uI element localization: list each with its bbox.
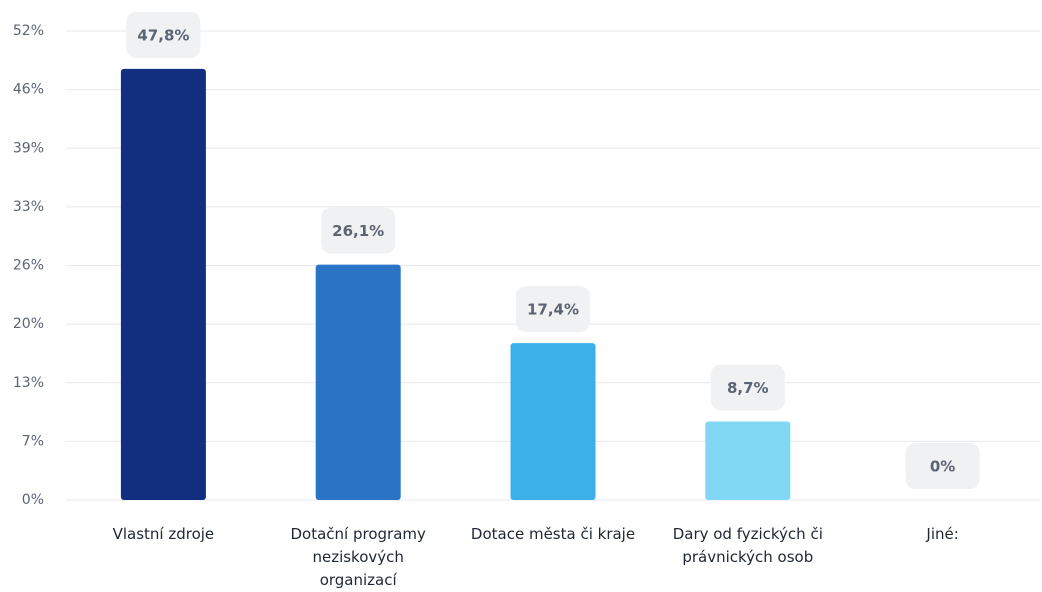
- value-label: 47,8%: [137, 26, 189, 44]
- y-tick-label: 52%: [13, 23, 44, 39]
- bar: [120, 68, 206, 500]
- y-tick-label: 33%: [13, 199, 44, 215]
- y-tick-label: 20%: [13, 316, 44, 332]
- badge-bg: [710, 364, 785, 411]
- value-label: 8,7%: [727, 379, 769, 397]
- badge-bg: [321, 207, 396, 254]
- y-tick-label: 7%: [22, 433, 44, 449]
- bar: [510, 343, 596, 500]
- y-tick-label: 46%: [13, 82, 44, 98]
- value-badge: 0%: [905, 443, 980, 489]
- x-tick-label: Vlastní zdroje: [112, 525, 215, 543]
- x-tick-label: Dary od fyzických či právnických osob: [672, 525, 823, 566]
- x-tick-label: Jiné:: [926, 525, 959, 543]
- bar: [315, 264, 401, 500]
- y-tick-label: 39%: [13, 140, 44, 156]
- value-badge: 8,7%: [710, 364, 785, 411]
- y-tick-label: 13%: [13, 375, 44, 391]
- y-tick-label: 26%: [13, 258, 44, 274]
- badge-bg: [516, 286, 590, 333]
- badge-bg: [905, 443, 980, 489]
- x-tick-label: Dotační programy neziskových organizací: [290, 525, 426, 589]
- x-tick-label: Dotace města či kraje: [470, 525, 636, 543]
- badge-bg: [126, 11, 201, 58]
- y-tick-label: 0%: [22, 492, 44, 508]
- bar: [705, 421, 791, 500]
- value-label: 17,4%: [527, 301, 579, 319]
- value-badge: 26,1%: [321, 207, 396, 254]
- value-badge: 17,4%: [516, 286, 590, 333]
- value-label: 26,1%: [332, 222, 384, 240]
- value-label: 0%: [930, 458, 955, 476]
- value-badge: 47,8%: [126, 11, 201, 58]
